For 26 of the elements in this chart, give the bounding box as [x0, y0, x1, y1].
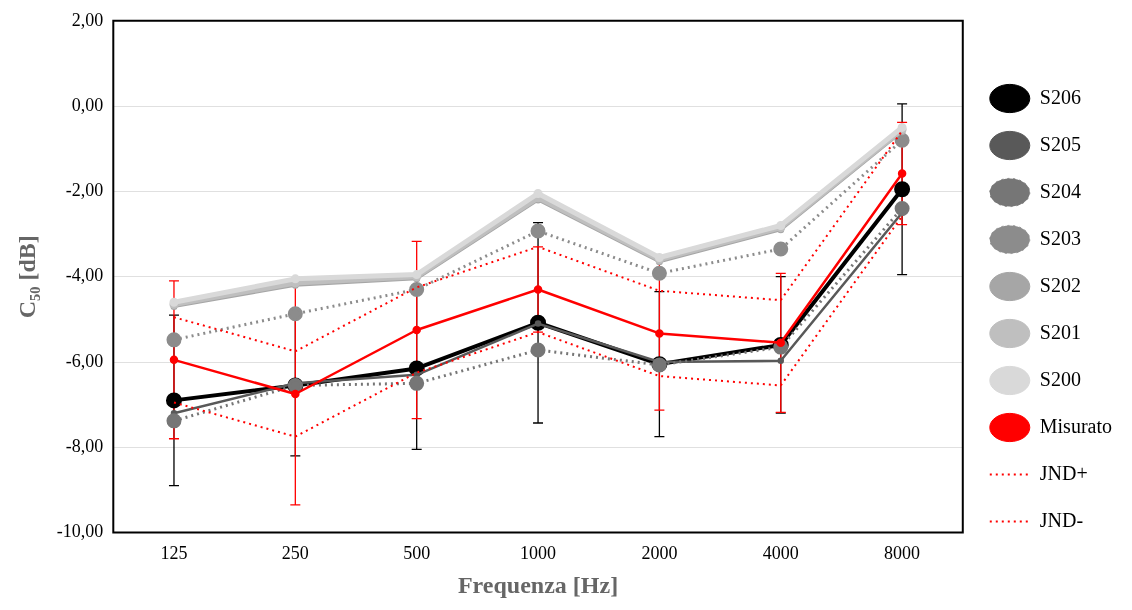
legend-label: JND-: [1039, 508, 1084, 531]
y-tick-label: -10,00: [56, 521, 104, 542]
y-tick-label: 0,00: [71, 94, 104, 115]
legend-label: S205: [1039, 132, 1081, 155]
x-axis-title: Frequenza [Hz]: [457, 571, 619, 598]
x-tick-label: 500: [403, 543, 431, 564]
x-tick-label: 1000: [520, 543, 557, 564]
legend-label: S204: [1039, 179, 1081, 202]
y-tick-label: 2,00: [71, 9, 104, 30]
y-tick-label: -8,00: [65, 436, 104, 457]
y-tick-label: -2,00: [65, 180, 104, 201]
y-tick-label: -4,00: [65, 265, 104, 286]
legend-label: S200: [1039, 367, 1081, 390]
legend-label: Misurato: [1039, 414, 1112, 437]
x-tick-label: 2000: [641, 543, 678, 564]
x-tick-label: 4000: [762, 543, 799, 564]
legend-label: S201: [1039, 320, 1081, 343]
legend-label: S203: [1039, 226, 1081, 249]
x-tick-label: 125: [160, 543, 188, 564]
legend-label: JND+: [1039, 461, 1088, 484]
legend-label: S206: [1039, 85, 1081, 108]
y-tick-label: -6,00: [65, 350, 104, 371]
x-tick-label: 250: [281, 543, 309, 564]
legend-label: S202: [1039, 273, 1081, 296]
y-axis-title: C₅₀ [dB]: [13, 235, 40, 319]
x-tick-label: 8000: [884, 543, 921, 564]
